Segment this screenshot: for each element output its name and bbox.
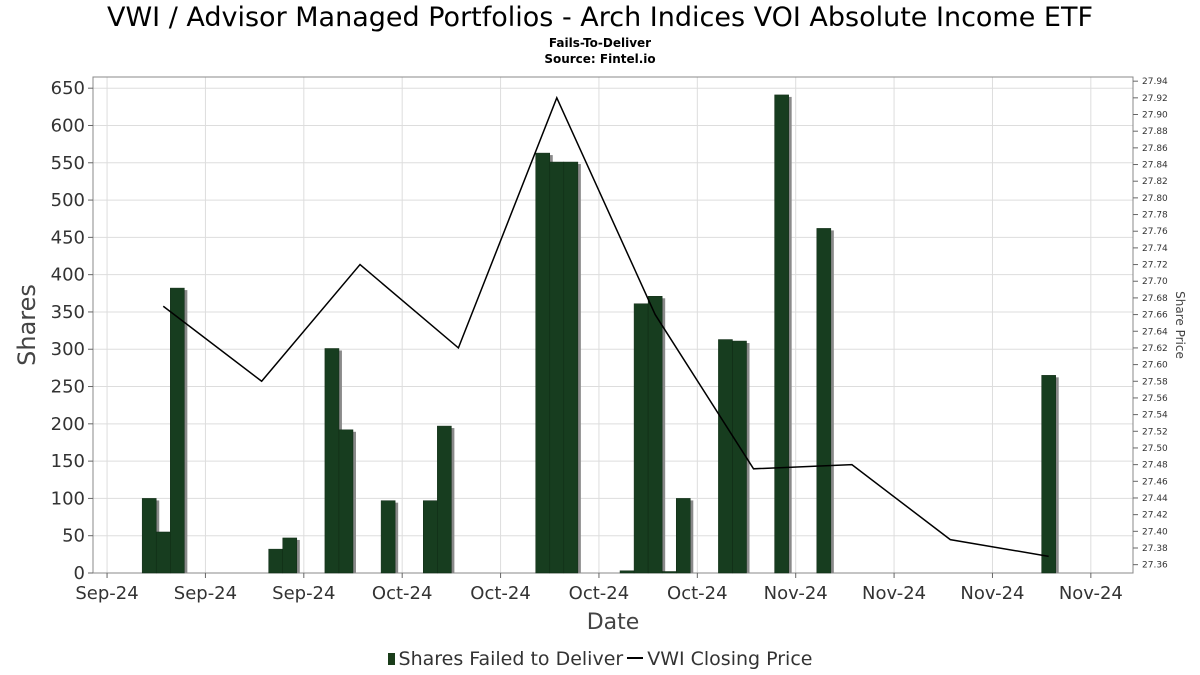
y2-tick-label: 27.62 (1142, 344, 1168, 354)
y-tick-label: 600 (51, 115, 85, 136)
x-axis-label: Date (587, 610, 640, 635)
x-tick-label: Nov-24 (960, 583, 1024, 604)
ftd-bar (661, 571, 677, 574)
ftd-bar (647, 296, 663, 574)
y2-tick-label: 27.82 (1142, 177, 1168, 187)
price-line (162, 95, 1049, 558)
y2-tick-label: 27.70 (1142, 277, 1168, 287)
y2-tick-label: 27.86 (1142, 144, 1168, 154)
ftd-bar (563, 161, 579, 574)
ftd-bar (718, 339, 733, 574)
ftd-bar (380, 500, 396, 574)
ftd-bar (437, 425, 452, 574)
chart-title: VWI / Advisor Managed Portfolios - Arch … (106, 2, 1094, 33)
ftd-bar (535, 152, 551, 574)
y-tick-label: 0 (74, 563, 85, 584)
ftd-bar (619, 570, 635, 574)
legend: Shares Failed to Deliver VWI Closing Pric… (0, 648, 1200, 670)
y2-tick-label: 27.94 (1142, 77, 1168, 87)
plot-area (92, 76, 1134, 574)
right-axis-ticks: 27.36 27.38 27.40 27.42 27.44 27.46 27.48 27.50… (1133, 77, 1168, 571)
y-axis-label: Shares (13, 284, 41, 366)
y2-tick-label: 27.46 (1142, 477, 1168, 487)
line-series (162, 95, 1049, 558)
x-tick-label: Oct-24 (372, 583, 433, 604)
y-tick-label: 550 (51, 153, 85, 174)
grid-lines (93, 77, 1133, 574)
left-axis-ticks: 0 50 100 150 200 250 300 350 400 450 500 550 600 650 (51, 78, 93, 584)
y-tick-label: 300 (51, 339, 85, 360)
y-tick-label: 350 (51, 302, 85, 323)
y2-tick-label: 27.68 (1142, 294, 1168, 304)
ftd-bar (774, 94, 789, 574)
y2-tick-label: 27.84 (1142, 161, 1168, 171)
y-tick-label: 250 (51, 377, 85, 398)
x-tick-label: Nov-24 (862, 583, 926, 604)
ftd-bar (170, 287, 185, 574)
y2-tick-label: 27.38 (1142, 544, 1168, 554)
bar-series (141, 94, 1059, 574)
y2-tick-label: 27.74 (1142, 244, 1168, 254)
x-tick-label: Nov-24 (1059, 583, 1123, 604)
legend-line-swatch (627, 657, 644, 659)
ftd-bar (338, 429, 354, 574)
x-tick-label: Sep-24 (174, 583, 237, 604)
ftd-bar (141, 498, 157, 574)
fails-to-deliver-chart: 050100150200250300350400450500550600650 … (13, 76, 1187, 635)
ftd-bar (282, 537, 298, 574)
y2-tick-label: 27.92 (1142, 94, 1168, 104)
ftd-bar (1041, 375, 1056, 574)
y2-tick-label: 27.54 (1142, 411, 1168, 421)
y2-tick-label: 27.72 (1142, 261, 1168, 271)
y2-tick-label: 27.90 (1142, 111, 1168, 121)
x-tick-label: Sep-24 (75, 583, 138, 604)
legend-line-label: VWI Closing Price (647, 648, 813, 670)
y2-axis-label: Share Price (1173, 291, 1187, 359)
y2-tick-label: 27.56 (1142, 394, 1168, 404)
x-axis-ticks: Sep-24 Sep-24 Sep-24 Oct-24 Oct-24 Oct-24 Oct-… (75, 573, 1123, 604)
x-tick-label: Oct-24 (470, 583, 531, 604)
x-tick-label: Sep-24 (272, 583, 335, 604)
y2-tick-label: 27.50 (1142, 444, 1168, 454)
y2-tick-label: 27.88 (1142, 127, 1168, 137)
y2-tick-label: 27.66 (1142, 311, 1168, 321)
ftd-bar (675, 498, 691, 574)
y2-tick-label: 27.58 (1142, 377, 1168, 387)
y-tick-label: 650 (51, 78, 85, 99)
y-tick-label: 150 (51, 451, 85, 472)
y2-tick-label: 27.78 (1142, 211, 1168, 221)
y2-tick-label: 27.64 (1142, 327, 1168, 337)
legend-bar-label: Shares Failed to Deliver (398, 648, 624, 670)
y-tick-label: 200 (51, 414, 85, 435)
legend-bar-swatch (387, 653, 395, 665)
y2-tick-label: 27.40 (1142, 527, 1168, 537)
y-tick-label: 50 (62, 526, 85, 547)
y2-tick-label: 27.80 (1142, 194, 1168, 204)
y2-tick-label: 27.42 (1142, 511, 1168, 521)
ftd-bar (549, 161, 565, 574)
y2-tick-label: 27.36 (1142, 561, 1168, 571)
chart-subtitle: Fails-To-Deliver (548, 36, 652, 50)
y2-tick-label: 27.60 (1142, 361, 1168, 371)
ftd-bar (268, 548, 283, 574)
y-tick-label: 450 (51, 227, 85, 248)
chart-source: Source: Fintel.io (544, 52, 656, 66)
y-tick-label: 500 (51, 190, 85, 211)
x-tick-label: Nov-24 (764, 583, 828, 604)
ftd-bar (423, 500, 438, 574)
y2-tick-label: 27.52 (1142, 427, 1168, 437)
y-tick-label: 400 (51, 265, 85, 286)
x-tick-label: Oct-24 (569, 583, 630, 604)
y-tick-label: 100 (51, 488, 85, 509)
ftd-bar (324, 348, 340, 574)
y2-tick-label: 27.48 (1142, 461, 1168, 471)
ftd-bar (155, 531, 171, 574)
x-tick-label: Oct-24 (667, 583, 728, 604)
ftd-bar (816, 228, 832, 574)
y2-tick-label: 27.44 (1142, 494, 1168, 504)
y2-tick-label: 27.76 (1142, 227, 1168, 237)
ftd-bar (633, 303, 649, 574)
ftd-bar (732, 340, 747, 574)
